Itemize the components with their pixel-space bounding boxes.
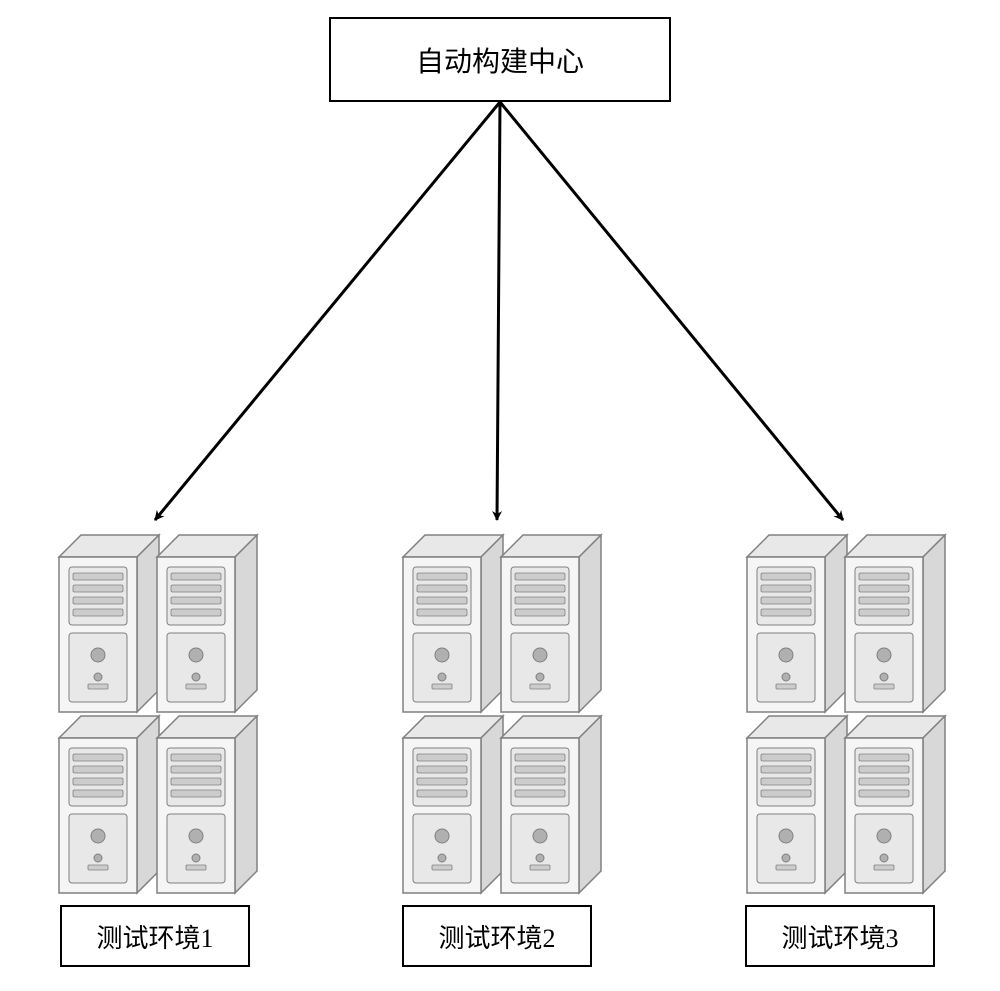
arrow-3 xyxy=(500,102,843,520)
env-label-1-text: 测试环境1 xyxy=(96,918,213,955)
server-cluster-2 xyxy=(398,530,606,903)
arrow-2 xyxy=(497,102,500,520)
env-label-3-text: 测试环境3 xyxy=(781,918,898,955)
server-cluster-3 xyxy=(742,530,950,903)
arrow-1 xyxy=(155,102,500,520)
env-label-3: 测试环境3 xyxy=(745,905,935,967)
env-label-2-text: 测试环境2 xyxy=(438,918,555,955)
root-label: 自动构建中心 xyxy=(416,40,584,80)
root-node: 自动构建中心 xyxy=(329,17,671,102)
server-cluster-1 xyxy=(54,530,262,903)
env-label-1: 测试环境1 xyxy=(60,905,250,967)
env-label-2: 测试环境2 xyxy=(402,905,592,967)
